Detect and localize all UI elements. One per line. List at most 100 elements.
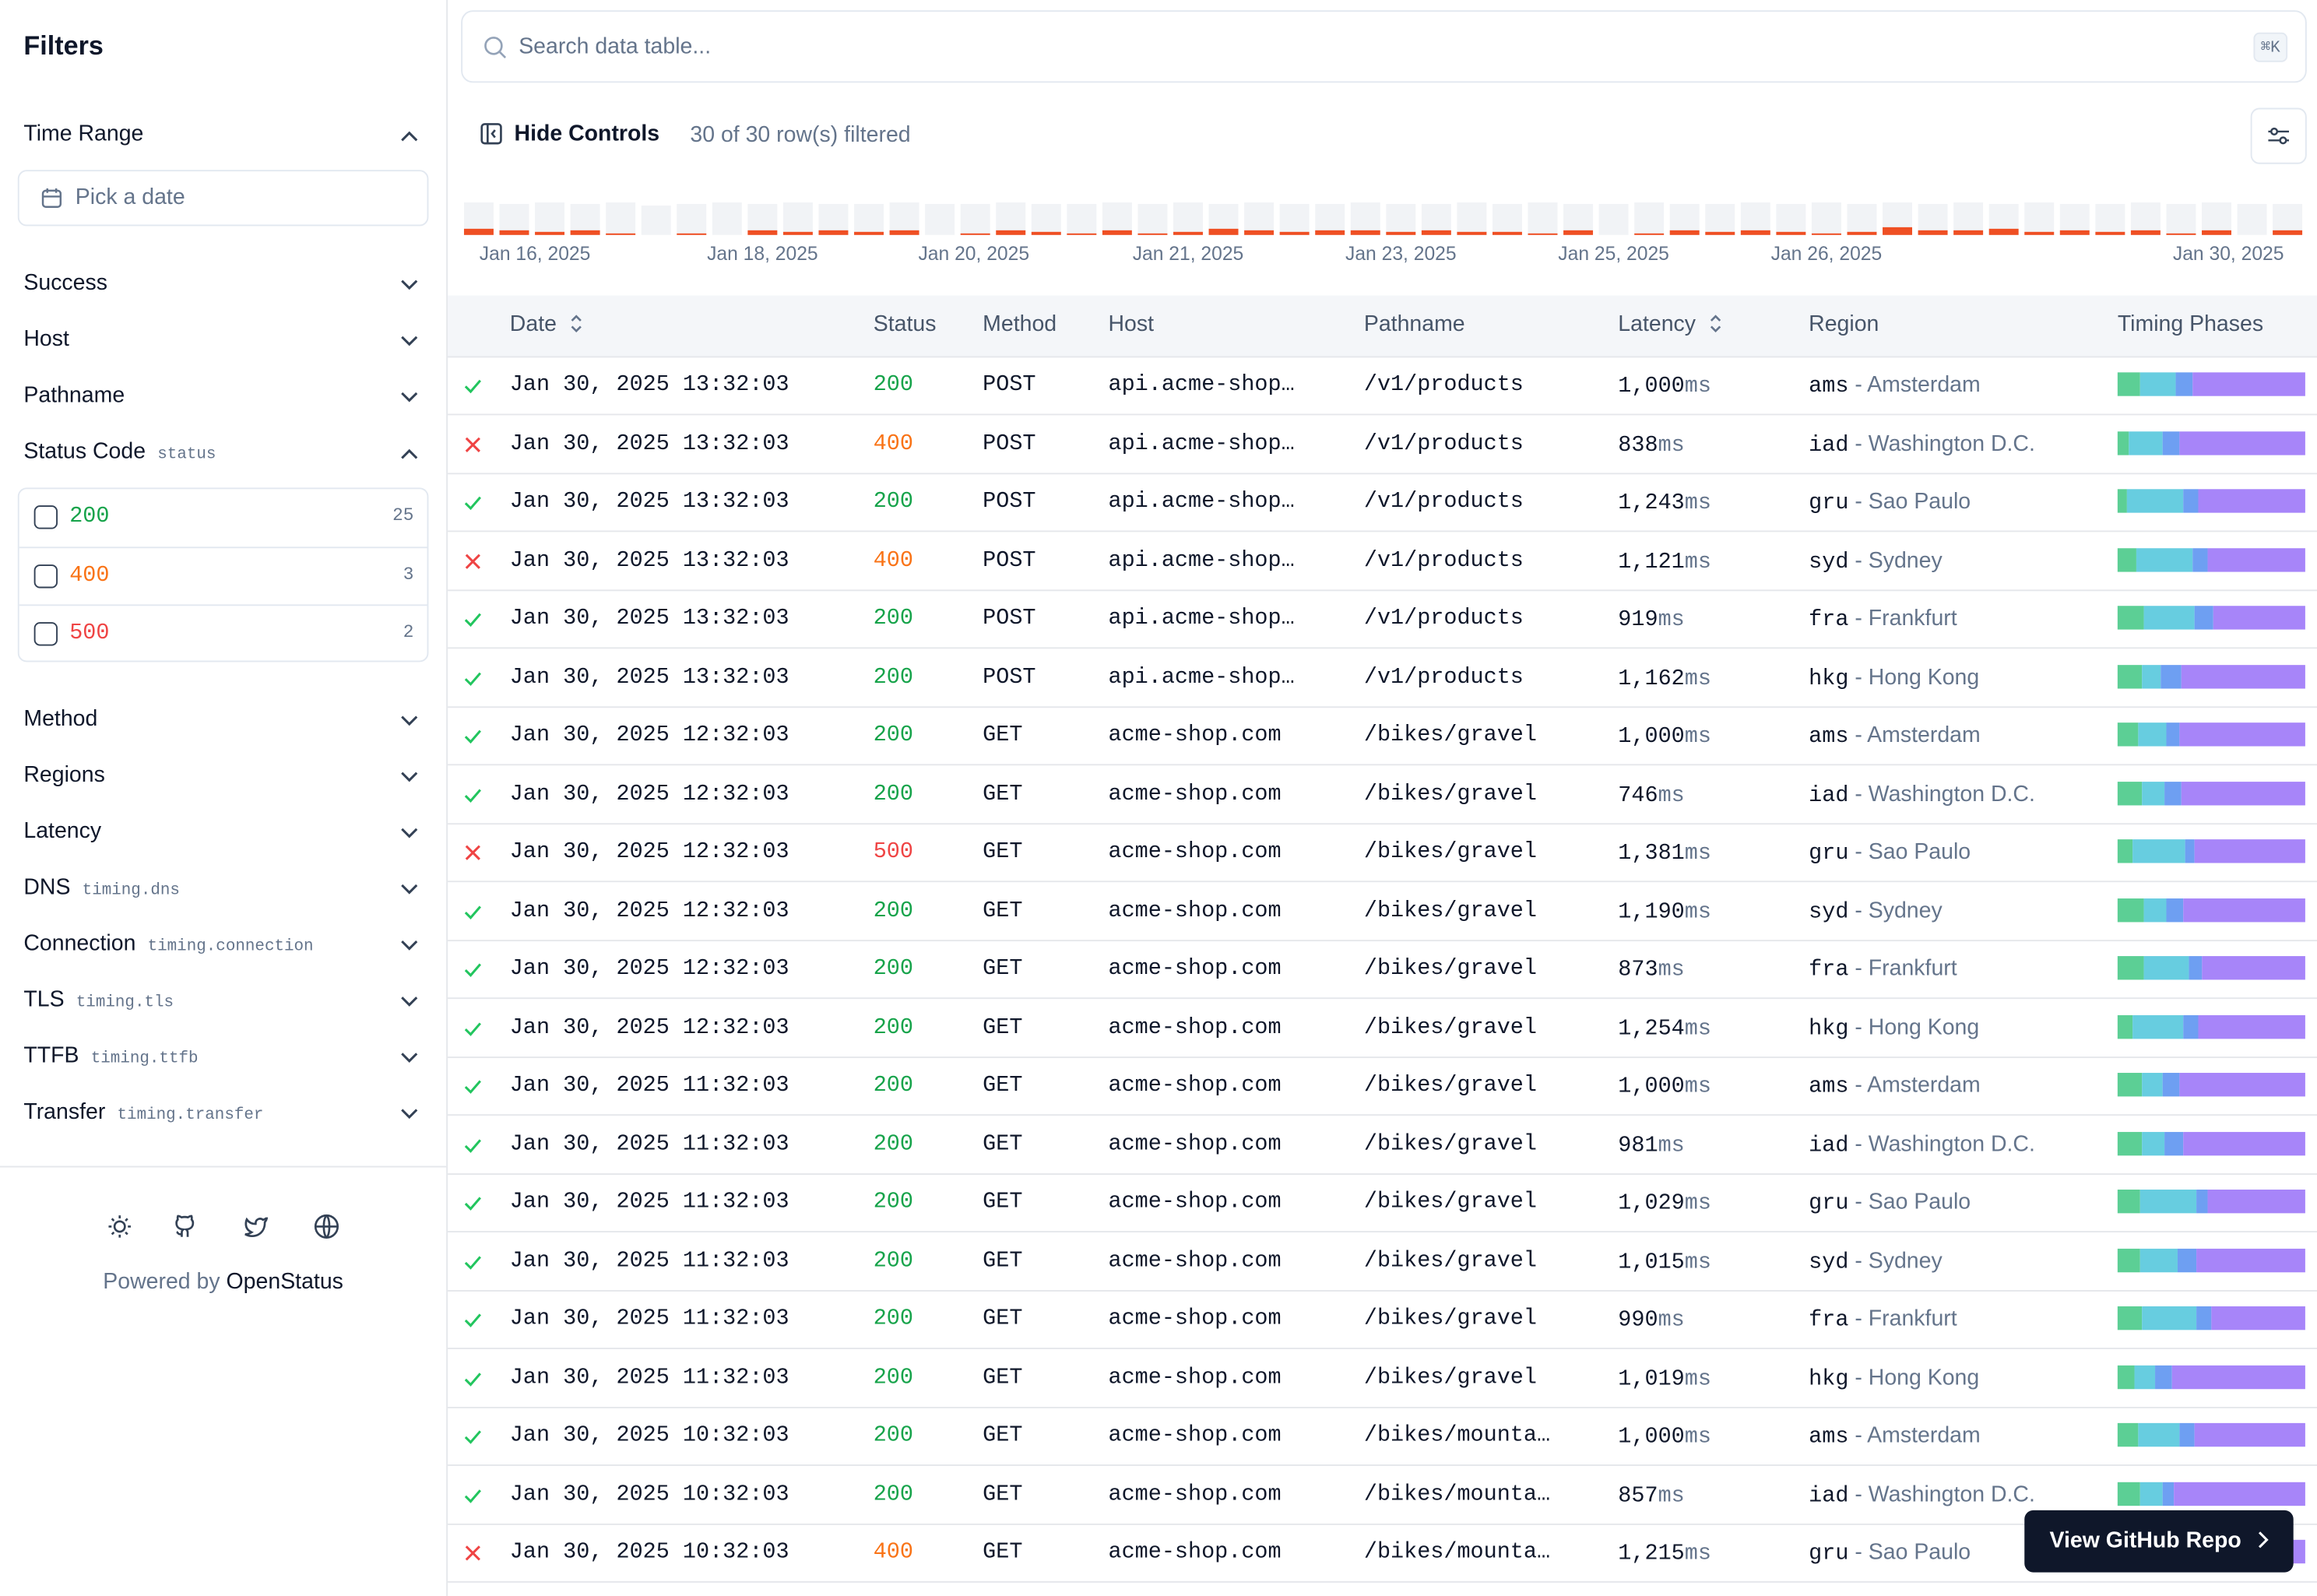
region-cell: ams - Amsterdam [1809,722,1981,749]
filter-toggle[interactable]: Host [23,326,422,356]
table-row[interactable]: Jan 30, 2025 11:32:03200GETacme-shop.com… [448,1232,2317,1291]
region-city: Sao Paulo [1869,1190,1971,1215]
table-row[interactable]: Jan 30, 2025 12:32:03200GETacme-shop.com… [448,881,2317,940]
column-header[interactable]: Host [1109,311,1155,336]
region-city: Frankfurt [1869,1306,1957,1331]
table-row[interactable]: Jan 30, 2025 11:32:03200GETacme-shop.com… [448,1115,2317,1174]
timeline-error [1137,234,1167,235]
pathname-cell: /bikes/mounta… [1364,1482,1550,1506]
region-separator: - [1855,1248,1862,1273]
timing-bar [2118,839,2305,863]
github-button[interactable]: View GitHub Repo [2024,1510,2293,1573]
method-cell: GET [983,1190,1022,1215]
timing-bar [2118,547,2305,571]
region-code: gru [1809,490,1848,515]
table-row[interactable]: Jan 30, 2025 12:32:03200GETacme-shop.com… [448,940,2317,999]
column-header[interactable]: Pathname [1364,311,1465,336]
filter-toggle[interactable]: TTFBtiming.ttfb [23,1043,422,1073]
latency-unit: ms [1658,1483,1685,1508]
filter-toggle[interactable]: Transfertiming.transfer [23,1099,422,1129]
latency-cell: 1,215ms [1618,1540,1711,1566]
timeline-error [890,230,919,235]
filter-toggle[interactable]: Method [23,706,422,736]
column-header[interactable]: Timing Phases [2118,311,2263,336]
filter-toggle[interactable]: DNStiming.dns [23,875,422,905]
checkbox[interactable] [34,564,58,588]
host-cell: acme-shop.com [1109,956,1282,981]
chevron-path [402,1053,417,1060]
column-header[interactable]: Date [510,311,583,336]
table-row[interactable]: Jan 30, 2025 11:32:03200GETacme-shop.com… [448,1056,2317,1116]
filter-toggle[interactable]: Status Codestatus [23,439,422,469]
region-code: hkg [1809,1016,1848,1041]
brand-link[interactable]: OpenStatus [227,1269,343,1294]
success-icon [464,727,482,745]
filter-toggle[interactable]: Connectiontiming.connection [23,931,422,961]
region-cell: fra - Frankfurt [1809,606,1957,632]
column-header[interactable]: Region [1809,311,1879,336]
table-row[interactable]: Jan 30, 2025 12:32:03200GETacme-shop.com… [448,998,2317,1057]
sidebar-divider [0,1166,446,1168]
success-icon [464,1311,482,1329]
region-code: fra [1809,958,1848,983]
filter-label: Method [23,706,97,731]
latency-value: 1,000 [1618,1425,1684,1450]
table-row[interactable]: Jan 30, 2025 13:32:03200POSTapi.acme-sho… [448,356,2317,415]
table-row[interactable]: Jan 30, 2025 10:32:03200GETacme-shop.com… [448,1407,2317,1466]
checkbox[interactable] [34,505,58,529]
table-row[interactable]: Jan 30, 2025 12:32:03200GETacme-shop.com… [448,706,2317,765]
checkbox[interactable] [34,622,58,645]
region-city: Hong Kong [1869,664,1979,689]
filter-label: Connection [23,931,135,956]
filter-label: TTFB [23,1043,79,1068]
timeline-error [1351,230,1380,235]
timing-phase [2118,1482,2140,1505]
filter-toggle[interactable]: TLStiming.tls [23,987,422,1017]
status-option[interactable]: 5002 [19,604,427,662]
column-header[interactable]: Latency [1618,311,1722,336]
filter-toggle[interactable]: Latency [23,819,422,849]
timeline-bar [890,202,919,235]
latency-cell: 1,000ms [1618,1423,1711,1450]
filter-toggle[interactable]: Time Range [23,121,422,151]
table-row[interactable]: Jan 30, 2025 11:32:03200GETacme-shop.com… [448,1290,2317,1349]
timing-phase [2118,1248,2140,1271]
filter-label: Host [23,326,69,351]
pathname-cell: /bikes/gravel [1364,1365,1537,1390]
table-row[interactable]: Jan 30, 2025 11:32:03200GETacme-shop.com… [448,1348,2317,1408]
region-code: syd [1809,1250,1848,1274]
column-header[interactable]: Method [983,311,1057,336]
status-cell: 200 [874,1190,913,1215]
table-row[interactable]: Jan 30, 2025 13:32:03200POSTapi.acme-sho… [448,648,2317,707]
filter-label: Transfer [23,1099,105,1124]
timeline-error [1670,230,1700,235]
timeline-error [2060,230,2090,235]
table-row[interactable]: Jan 30, 2025 13:32:03200POSTapi.acme-sho… [448,589,2317,649]
column-header[interactable]: Status [874,311,937,336]
region-separator: - [1855,781,1862,806]
timeline-error [818,230,848,235]
latency-unit: ms [1685,374,1711,399]
pathname-cell: /v1/products [1364,664,1524,689]
method-cell: GET [983,1306,1022,1331]
region-code: iad [1809,432,1848,457]
table-row[interactable]: Jan 30, 2025 11:32:03200GETacme-shop.com… [448,1173,2317,1232]
timing-bar [2118,1423,2305,1447]
region-cell: syd - Sydney [1809,547,1943,574]
latency-value: 990 [1618,1308,1658,1333]
table-row[interactable]: Jan 30, 2025 13:32:03400POSTapi.acme-sho… [448,531,2317,590]
status-option[interactable]: 4003 [19,547,427,604]
region-code: ams [1809,1425,1848,1450]
status-option[interactable]: 20025 [19,489,427,545]
filter-toggle[interactable]: Success [23,270,422,300]
table-row[interactable]: Jan 30, 2025 13:32:03200POSTapi.acme-sho… [448,473,2317,532]
latency-value: 873 [1618,958,1658,983]
timing-phase [2144,606,2195,629]
filter-toggle[interactable]: Pathname [23,383,422,413]
latency-unit: ms [1685,841,1711,866]
table-row[interactable]: Jan 30, 2025 13:32:03400POSTapi.acme-sho… [448,414,2317,473]
filter-toggle[interactable]: Regions [23,762,422,792]
date-cell: Jan 30, 2025 13:32:03 [510,489,789,514]
table-row[interactable]: Jan 30, 2025 12:32:03500GETacme-shop.com… [448,823,2317,882]
table-row[interactable]: Jan 30, 2025 12:32:03200GETacme-shop.com… [448,765,2317,824]
